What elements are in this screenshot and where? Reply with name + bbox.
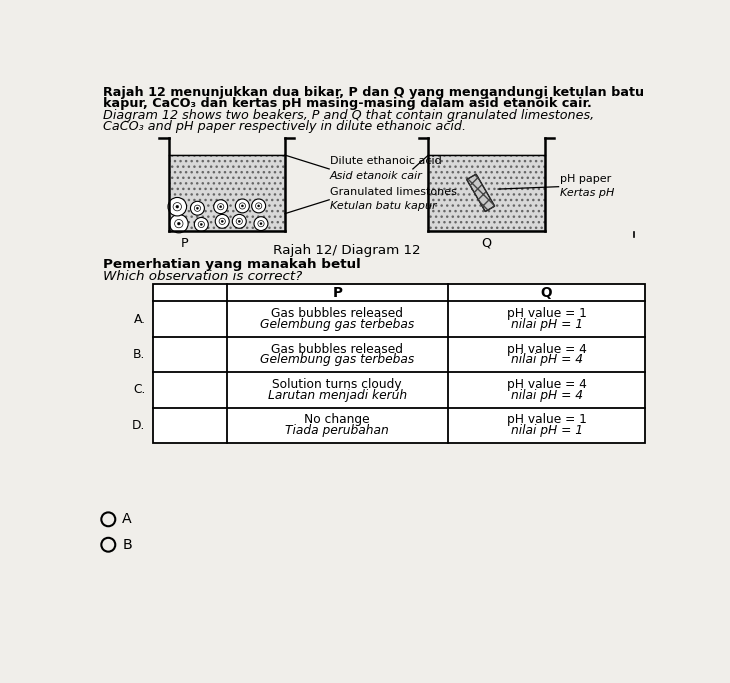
Text: Dilute ethanoic acid: Dilute ethanoic acid (330, 156, 442, 166)
Text: Gelembung gas terbebas: Gelembung gas terbebas (260, 318, 415, 331)
Circle shape (220, 206, 222, 208)
Text: Gas bubbles released: Gas bubbles released (272, 307, 403, 320)
Text: nilai pH = 1: nilai pH = 1 (510, 424, 583, 437)
Text: Rajah 12 menunjukkan dua bikar, P dan Q yang mengandungi ketulan batu: Rajah 12 menunjukkan dua bikar, P dan Q … (103, 86, 644, 99)
Circle shape (191, 201, 204, 215)
Text: Gas bubbles released: Gas bubbles released (272, 343, 403, 356)
Text: Diagram 12 shows two beakers, P and Q that contain granulated limestones,: Diagram 12 shows two beakers, P and Q th… (103, 109, 594, 122)
Text: kapur, CaCO₃ dan kertas pH masing-masing dalam asid etanoik cair.: kapur, CaCO₃ dan kertas pH masing-masing… (103, 98, 591, 111)
Text: No change: No change (304, 413, 370, 426)
Circle shape (200, 223, 202, 225)
Text: B: B (122, 538, 132, 552)
Text: Which observation is correct?: Which observation is correct? (103, 270, 302, 283)
Text: pH value = 4: pH value = 4 (507, 343, 586, 356)
Text: Asid etanoik cair: Asid etanoik cair (330, 171, 423, 180)
Text: C.: C. (133, 383, 145, 396)
Bar (153, 285, 645, 443)
Circle shape (242, 205, 243, 207)
Circle shape (235, 199, 250, 213)
Text: Granulated limestones: Granulated limestones (330, 186, 457, 197)
Text: nilai pH = 4: nilai pH = 4 (510, 389, 583, 402)
Text: pH value = 4: pH value = 4 (507, 378, 586, 391)
Text: Tiada perubahan: Tiada perubahan (285, 424, 389, 437)
Text: CaCO₃ and pH paper respectively in dilute ethanoic acid.: CaCO₃ and pH paper respectively in dilut… (103, 120, 466, 133)
Polygon shape (466, 174, 495, 212)
Bar (429, 155, 545, 231)
Circle shape (260, 223, 262, 225)
Circle shape (169, 214, 188, 233)
Bar (169, 155, 285, 231)
Bar (169, 155, 285, 231)
Circle shape (176, 206, 179, 208)
Text: Gelembung gas terbebas: Gelembung gas terbebas (260, 353, 415, 367)
Text: Larutan menjadi keruh: Larutan menjadi keruh (268, 389, 407, 402)
Text: B.: B. (133, 348, 145, 361)
Text: Q: Q (541, 286, 553, 300)
Text: P: P (180, 237, 188, 250)
Text: A: A (122, 512, 132, 527)
Circle shape (254, 217, 268, 231)
Text: Q: Q (482, 237, 491, 250)
Text: nilai pH = 1: nilai pH = 1 (510, 318, 583, 331)
Circle shape (215, 214, 229, 228)
Circle shape (238, 221, 240, 223)
Text: Kertas pH: Kertas pH (560, 189, 615, 198)
Text: pH value = 1: pH value = 1 (507, 307, 586, 320)
Text: Ketulan batu kapur: Ketulan batu kapur (330, 201, 437, 211)
Circle shape (177, 222, 180, 225)
Bar (429, 155, 545, 231)
Text: P: P (332, 286, 342, 300)
Circle shape (194, 217, 208, 232)
Circle shape (232, 214, 246, 228)
Circle shape (221, 221, 223, 223)
Text: A.: A. (134, 313, 145, 326)
Text: nilai pH = 4: nilai pH = 4 (510, 353, 583, 367)
Circle shape (214, 199, 228, 214)
Circle shape (196, 207, 199, 209)
Text: pH paper: pH paper (560, 173, 612, 184)
Circle shape (168, 197, 187, 216)
Text: pH value = 1: pH value = 1 (507, 413, 586, 426)
Text: D.: D. (132, 419, 145, 432)
Circle shape (258, 205, 260, 207)
Text: Rajah 12/ Diagram 12: Rajah 12/ Diagram 12 (273, 244, 420, 257)
Text: Pemerhatian yang manakah betul: Pemerhatian yang manakah betul (103, 257, 361, 270)
Circle shape (252, 199, 266, 213)
Text: Solution turns cloudy: Solution turns cloudy (272, 378, 402, 391)
